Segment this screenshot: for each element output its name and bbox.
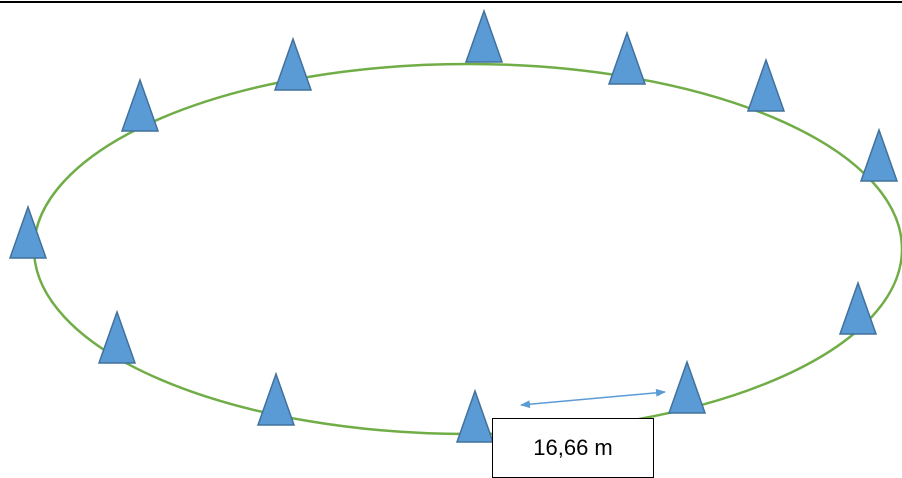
cone-12-triangle-cone-icon [667, 359, 707, 414]
oval-track [32, 62, 902, 436]
cone-5-triangle-cone-icon [97, 309, 137, 364]
cone-9-triangle-cone-icon [746, 57, 786, 112]
cone-2-triangle-cone-icon [273, 36, 313, 91]
cone-11-triangle-cone-icon [838, 280, 878, 335]
cone-3-triangle-cone-icon [120, 77, 160, 132]
distance-label: 16,66 m [492, 418, 654, 478]
cone-group [8, 8, 899, 443]
cone-7-triangle-cone-icon [455, 388, 495, 443]
distance-double-arrow-icon [520, 388, 666, 409]
cone-4-triangle-cone-icon [8, 204, 48, 259]
cone-6-triangle-cone-icon [256, 371, 296, 426]
cone-8-triangle-cone-icon [607, 30, 647, 85]
cone-10-triangle-cone-icon [859, 127, 899, 182]
cone-1-triangle-cone-icon [464, 8, 504, 63]
